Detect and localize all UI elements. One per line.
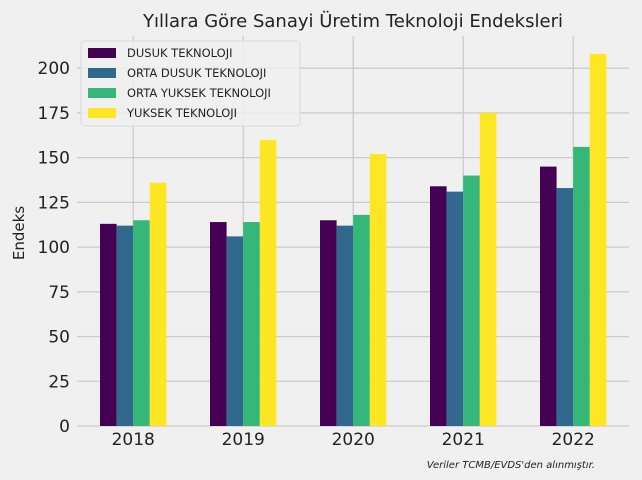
y-tick-label: 175: [38, 104, 70, 124]
bar: [100, 223, 117, 426]
bar: [353, 214, 370, 426]
legend-label: YUKSEK TEKNOLOJI: [126, 106, 237, 120]
chart-title: Yıllara Göre Sanayi Üretim Teknoloji End…: [142, 10, 563, 32]
bar: [336, 225, 354, 426]
legend: DUSUK TEKNOLOJI ORTA DUSUK TEKNOLOJI ORTA …: [80, 40, 301, 127]
y-tick-label: 75: [48, 283, 70, 303]
legend-label: ORTA DUSUK TEKNOLOJI: [127, 66, 266, 80]
y-tick-label: 100: [38, 238, 70, 258]
bar: [226, 236, 244, 426]
legend-label: ORTA YUKSEK TEKNOLOJI: [127, 86, 271, 100]
x-tick-label: 2018: [112, 430, 155, 450]
bar: [259, 139, 277, 426]
bar: [479, 112, 497, 426]
legend-frame: [80, 40, 301, 127]
bar: [210, 222, 227, 426]
legend-swatch: [88, 68, 116, 78]
x-tick-label: 2020: [332, 430, 375, 450]
footnote: Veriler TCMB/EVDS'den alınmıştır.: [427, 460, 595, 471]
bar: [573, 146, 590, 427]
bar: [589, 53, 607, 427]
bar: [149, 182, 167, 426]
bar: [463, 175, 480, 426]
x-tick-label: 2022: [552, 430, 595, 450]
bars: [100, 53, 607, 427]
y-tick-label: 200: [38, 59, 70, 79]
y-tick-label: 150: [38, 149, 70, 169]
legend-label: DUSUK TEKNOLOJI: [127, 46, 233, 60]
bar: [556, 188, 574, 426]
legend-swatch: [88, 88, 116, 98]
bar: [243, 222, 260, 426]
x-tick-label: 2021: [442, 430, 485, 450]
bar: [430, 186, 447, 426]
y-tick-label: 0: [59, 417, 70, 437]
y-tick-labels: 0 25 50 75 100 125 150 175 200: [38, 59, 70, 437]
bar: [540, 166, 557, 427]
y-tick-label: 25: [48, 372, 70, 392]
y-axis-label: Endeks: [10, 206, 28, 260]
bar: [133, 220, 150, 426]
bar: [320, 220, 337, 426]
bar: [116, 225, 134, 426]
y-tick-label: 50: [48, 328, 70, 348]
x-tick-label: 2019: [222, 430, 265, 450]
x-tick-labels: 2018 2019 2020 2021 2022: [112, 430, 595, 450]
legend-swatch: [88, 108, 116, 118]
y-tick-label: 125: [38, 193, 70, 213]
bar: [369, 154, 387, 426]
legend-swatch: [88, 48, 116, 58]
bar: [446, 191, 464, 426]
